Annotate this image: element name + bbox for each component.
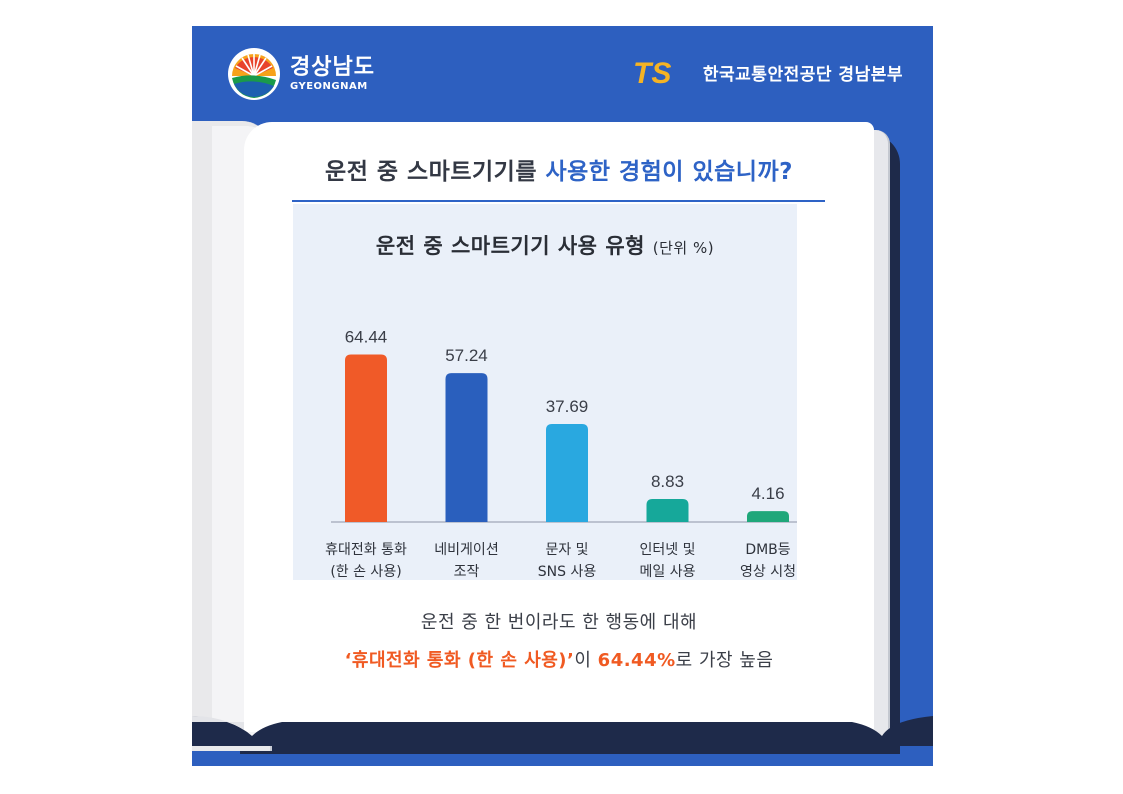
category-label-0-0: 휴대전화 통화 bbox=[325, 542, 407, 558]
book-right-pages bbox=[872, 130, 890, 738]
summary-line-2: ‘휴대전화 통화 (한 손 사용)’이 64.44%로 가장 높음 bbox=[244, 646, 874, 672]
summary-highlight-value: 64.44% bbox=[597, 650, 676, 671]
question-text: 운전 중 스마트기기를 bbox=[325, 159, 546, 185]
ts-mark-text: TS bbox=[633, 58, 671, 86]
bar-3 bbox=[646, 499, 689, 522]
infographic-canvas: 경상남도 GYEONGNAM TS 한국교통안전공단 경남본부 운전 중 스마트… bbox=[192, 26, 933, 766]
bar-value-label-2: 37.69 bbox=[546, 397, 589, 416]
bar-value-label-0: 64.44 bbox=[345, 327, 388, 346]
bar-value-label-1: 57.24 bbox=[445, 346, 488, 365]
chart-panel: 운전 중 스마트기기 사용 유형 (단위 %) 64.44 휴대전화 통화 (한 손… bbox=[293, 204, 797, 580]
survey-question: 운전 중 스마트기기를 사용한 경험이 있습니까? bbox=[244, 152, 874, 186]
gyeongnam-sun-icon bbox=[228, 48, 280, 100]
summary-end-text: 로 가장 높음 bbox=[675, 650, 774, 671]
chart-unit: (단위 %) bbox=[652, 239, 715, 257]
bar-1 bbox=[445, 373, 488, 522]
bar-0 bbox=[345, 354, 387, 522]
category-label-0-1: (한 손 사용) bbox=[330, 564, 401, 580]
category-label-3-0: 인터넷 및 bbox=[640, 542, 696, 558]
logo-english-text: GYEONGNAM bbox=[290, 81, 368, 92]
bar-4 bbox=[747, 511, 789, 522]
book-bottom-curl bbox=[192, 716, 933, 746]
summary-line-1: 운전 중 한 번이라도 한 행동에 대해 bbox=[420, 612, 698, 633]
category-label-2-0: 문자 및 bbox=[545, 542, 588, 558]
logo-korean-text: 경상남도 bbox=[290, 55, 375, 80]
category-label-4-0: DMB등 bbox=[745, 542, 790, 558]
summary-highlight-item: ‘휴대전화 통화 (한 손 사용)’ bbox=[344, 650, 575, 671]
chart-title-text: 운전 중 스마트기기 사용 유형 bbox=[375, 234, 645, 258]
category-label-2-1: SNS 사용 bbox=[538, 564, 597, 580]
bar-value-label-4: 4.16 bbox=[751, 484, 784, 503]
chart-title: 운전 중 스마트기기 사용 유형 (단위 %) bbox=[293, 230, 797, 260]
bar-2 bbox=[546, 424, 588, 522]
ts-logo-mark: TS bbox=[633, 58, 671, 86]
question-highlight: 사용한 경험이 있습니까? bbox=[545, 159, 793, 185]
category-label-1-0: 네비게이션 bbox=[434, 542, 498, 558]
bar-value-label-3: 8.83 bbox=[651, 472, 684, 491]
category-label-1-1: 조작 bbox=[454, 564, 480, 580]
summary-mid-text: 이 bbox=[574, 650, 598, 671]
category-label-4-1: 영상 시청 bbox=[740, 564, 796, 580]
org-name: 한국교통안전공단 경남본부 bbox=[702, 64, 903, 85]
gyeongnam-logo: 경상남도 GYEONGNAM bbox=[226, 46, 375, 102]
question-underline bbox=[292, 200, 825, 202]
category-label-3-1: 메일 사용 bbox=[640, 564, 696, 580]
ts-logo: TS 한국교통안전공단 경남본부 bbox=[633, 58, 903, 86]
